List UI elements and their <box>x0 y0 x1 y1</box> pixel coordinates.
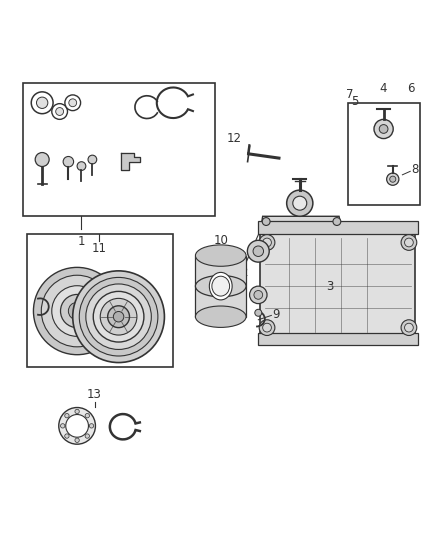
Text: 13: 13 <box>87 388 102 401</box>
Circle shape <box>41 275 113 347</box>
Circle shape <box>63 157 74 167</box>
Text: 10: 10 <box>214 234 229 247</box>
Circle shape <box>31 92 53 114</box>
Circle shape <box>259 320 275 335</box>
Ellipse shape <box>195 306 246 327</box>
Circle shape <box>79 277 158 356</box>
Circle shape <box>247 240 269 262</box>
Bar <box>27 234 173 367</box>
Circle shape <box>59 408 95 444</box>
Circle shape <box>262 217 270 225</box>
Circle shape <box>73 271 164 362</box>
Circle shape <box>56 108 64 116</box>
Bar <box>22 83 215 216</box>
Ellipse shape <box>209 272 232 300</box>
Text: 7: 7 <box>346 87 353 101</box>
Circle shape <box>254 290 263 299</box>
Text: 9: 9 <box>272 308 280 321</box>
Circle shape <box>35 152 49 166</box>
Circle shape <box>263 323 272 332</box>
Text: 1: 1 <box>78 235 85 248</box>
Circle shape <box>52 103 67 119</box>
Circle shape <box>88 155 97 164</box>
Text: 4: 4 <box>379 82 386 95</box>
Polygon shape <box>261 216 341 227</box>
Circle shape <box>85 434 89 438</box>
Circle shape <box>401 235 417 251</box>
Circle shape <box>113 311 124 322</box>
Circle shape <box>100 298 137 335</box>
Circle shape <box>405 238 413 247</box>
Circle shape <box>75 438 79 442</box>
Circle shape <box>75 409 79 414</box>
Circle shape <box>374 119 393 139</box>
Circle shape <box>293 196 307 210</box>
Circle shape <box>333 217 341 225</box>
Circle shape <box>60 294 94 328</box>
Bar <box>258 333 418 345</box>
Circle shape <box>86 284 151 350</box>
Text: 12: 12 <box>227 132 242 145</box>
Circle shape <box>401 320 417 335</box>
Text: 8: 8 <box>411 163 418 176</box>
Circle shape <box>287 190 313 216</box>
Circle shape <box>65 434 69 438</box>
Circle shape <box>60 424 65 428</box>
Bar <box>195 256 246 317</box>
Circle shape <box>387 173 399 185</box>
Circle shape <box>93 292 144 342</box>
Text: 3: 3 <box>327 280 334 293</box>
Circle shape <box>65 414 69 418</box>
Circle shape <box>69 99 77 107</box>
Text: 2: 2 <box>240 265 247 279</box>
Ellipse shape <box>195 276 246 297</box>
Bar <box>258 221 418 234</box>
Circle shape <box>68 302 86 320</box>
Circle shape <box>52 286 102 336</box>
Circle shape <box>89 424 94 428</box>
Text: 11: 11 <box>92 243 106 255</box>
Text: 5: 5 <box>351 95 359 108</box>
Polygon shape <box>121 153 141 171</box>
Ellipse shape <box>195 245 246 266</box>
Circle shape <box>263 238 272 247</box>
Circle shape <box>66 415 88 437</box>
Circle shape <box>65 95 81 111</box>
Circle shape <box>36 97 48 108</box>
Text: 6: 6 <box>407 82 415 95</box>
Circle shape <box>390 176 396 182</box>
Bar <box>261 225 416 336</box>
Circle shape <box>33 268 121 354</box>
Circle shape <box>108 306 130 328</box>
Circle shape <box>253 246 264 256</box>
Circle shape <box>255 309 262 316</box>
Circle shape <box>379 125 388 133</box>
Circle shape <box>405 323 413 332</box>
Circle shape <box>250 286 267 304</box>
Circle shape <box>259 235 275 251</box>
Bar <box>348 103 420 205</box>
Circle shape <box>85 414 89 418</box>
Circle shape <box>77 161 86 171</box>
Ellipse shape <box>212 276 230 296</box>
